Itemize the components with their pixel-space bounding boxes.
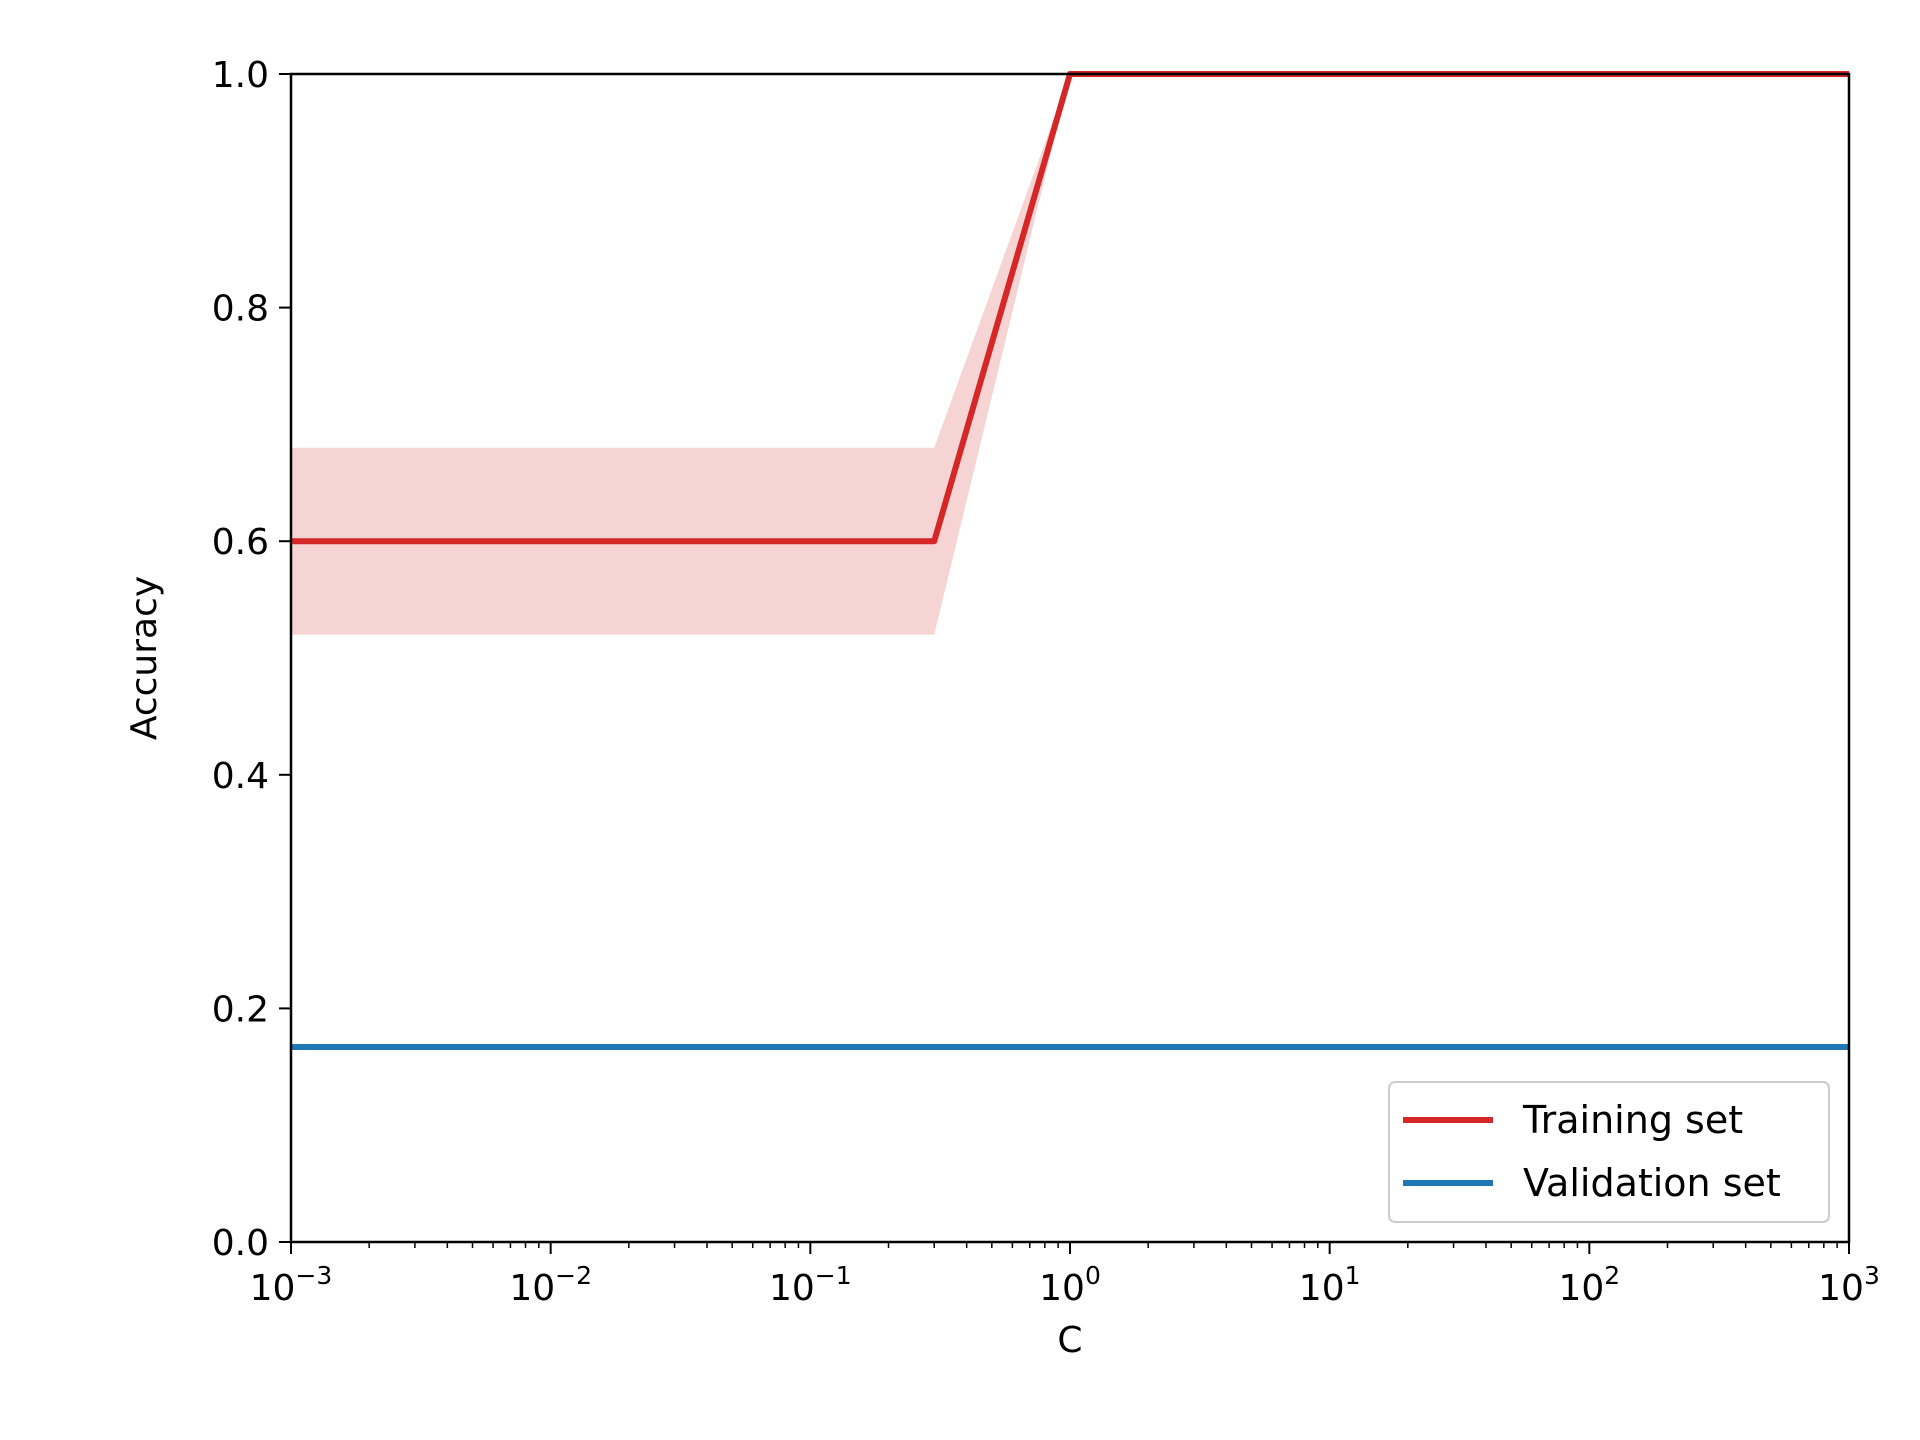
legend-label: Validation set bbox=[1523, 1161, 1781, 1205]
y-tick-label: 0.0 bbox=[212, 1223, 269, 1264]
confidence-band-layer bbox=[291, 74, 1849, 635]
x-tick-label: 10−1 bbox=[769, 1261, 852, 1309]
y-tick-label: 1.0 bbox=[212, 55, 269, 96]
y-tick-label: 0.6 bbox=[212, 522, 269, 563]
training-set-band bbox=[291, 74, 1849, 635]
x-tick-label: 102 bbox=[1558, 1261, 1620, 1309]
legend: Training set Validation set bbox=[1388, 1081, 1830, 1223]
x-tick-label: 10−3 bbox=[250, 1261, 333, 1309]
x-axis-label: C bbox=[1057, 1320, 1082, 1361]
y-tick-label: 0.2 bbox=[212, 989, 269, 1030]
x-tick-label: 101 bbox=[1299, 1261, 1361, 1309]
legend-box bbox=[1388, 1081, 1830, 1223]
legend-label: Training set bbox=[1522, 1098, 1743, 1142]
y-tick-label: 0.4 bbox=[212, 756, 269, 797]
x-tick-label: 103 bbox=[1818, 1261, 1880, 1309]
plot-frame bbox=[289, 72, 1851, 1244]
x-tick-label: 100 bbox=[1039, 1261, 1101, 1309]
y-axis-label: Accuracy bbox=[124, 576, 165, 740]
x-axis-ticks: 10−3 10−2 10−1 100 101 102 103 bbox=[250, 1242, 1880, 1309]
x-tick-label: 10−2 bbox=[509, 1261, 592, 1309]
y-tick-label: 0.8 bbox=[212, 289, 269, 330]
y-axis-ticks: 0.0 0.2 0.4 0.6 0.8 1.0 bbox=[212, 55, 291, 1264]
